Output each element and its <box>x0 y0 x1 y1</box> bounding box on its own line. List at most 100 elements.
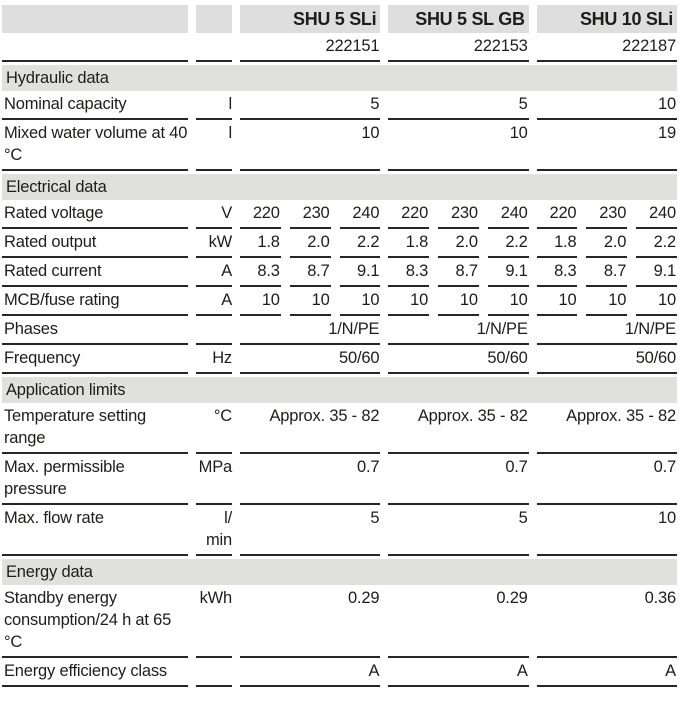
value-cell: 10 <box>240 287 281 316</box>
value-cell: 0.7 <box>536 454 677 505</box>
value-cell: 10 <box>536 505 677 556</box>
article-spacer-label <box>2 33 188 62</box>
row-unit: l <box>196 120 232 171</box>
table-row: Nominal capacity l 5 5 10 <box>2 91 677 120</box>
value-cell: 1/N/PE <box>240 316 381 345</box>
row-label: Temperature setting range <box>2 403 188 454</box>
row-label: Mixed water volume at 40 °C <box>2 120 188 171</box>
value-cell: 1.8 <box>240 229 281 258</box>
table-row: Frequency Hz 50/60 50/60 50/60 <box>2 345 677 374</box>
value-cell: 220 <box>240 200 281 229</box>
value-subgroup: 1.8 2.0 2.2 <box>240 229 381 258</box>
value-cell: 0.36 <box>536 585 677 658</box>
table-row: Temperature setting range °C Approx. 35 … <box>2 403 677 454</box>
row-label: Rated current <box>2 258 188 287</box>
row-unit <box>196 316 232 345</box>
value-cell: Approx. 35 - 82 <box>536 403 677 454</box>
value-cell: A <box>536 658 677 687</box>
value-subgroup: 8.3 8.7 9.1 <box>388 258 529 287</box>
table-row: Max. permissible pressure MPa 0.7 0.7 0.7 <box>2 454 677 505</box>
row-label: Frequency <box>2 345 188 374</box>
value-cell: 19 <box>536 120 677 171</box>
value-cell: 2.2 <box>339 229 381 258</box>
value-subgroup: 8.3 8.7 9.1 <box>536 258 677 287</box>
value-cell: 8.3 <box>388 258 430 287</box>
value-cell: 50/60 <box>536 345 677 374</box>
value-cell: 230 <box>586 200 628 229</box>
product-header-row: SHU 5 SLi SHU 5 SL GB SHU 10 SLi <box>2 5 677 33</box>
row-label: Rated voltage <box>2 200 188 229</box>
value-cell: 50/60 <box>240 345 381 374</box>
value-cell: 8.7 <box>438 258 479 287</box>
section-title: Hydraulic data <box>6 68 109 87</box>
row-unit: A <box>196 287 232 316</box>
value-cell: 10 <box>339 287 381 316</box>
value-subgroup: 10 10 10 <box>536 287 677 316</box>
value-cell: 1.8 <box>536 229 578 258</box>
section-title: Electrical data <box>6 177 107 196</box>
value-subgroup: 220 230 240 <box>240 200 381 229</box>
value-cell: 0.29 <box>240 585 381 658</box>
product-name: SHU 10 SLi <box>536 5 677 33</box>
value-subgroup: 1.8 2.0 2.2 <box>536 229 677 258</box>
row-label: Phases <box>2 316 188 345</box>
value-cell: 220 <box>536 200 578 229</box>
value-cell: 10 <box>586 287 628 316</box>
article-number: 222187 <box>536 33 677 62</box>
product-name: SHU 5 SLi <box>240 5 381 33</box>
value-cell: 0.7 <box>240 454 381 505</box>
value-cell: 10 <box>388 120 529 171</box>
value-cell: 8.7 <box>289 258 331 287</box>
row-label: Max. permissible pressure <box>2 454 188 505</box>
value-cell: 8.7 <box>586 258 628 287</box>
value-cell: 220 <box>388 200 430 229</box>
value-cell: 5 <box>388 505 529 556</box>
value-cell: 240 <box>487 200 529 229</box>
value-cell: 2.0 <box>586 229 628 258</box>
section-title: Energy data <box>6 562 93 581</box>
table-row: Max. flow rate l/ min 5 5 10 <box>2 505 677 556</box>
row-unit: MPa <box>196 454 232 505</box>
value-cell: 240 <box>339 200 381 229</box>
table-row: Rated voltage V 220 230 240 220 230 240 220 230… <box>2 200 677 229</box>
value-cell: 2.0 <box>289 229 331 258</box>
section-band: Electrical data <box>2 174 677 200</box>
section-band: Energy data <box>2 559 677 585</box>
table-row: Rated current A 8.3 8.7 9.1 8.3 8.7 9.1 8.3 8.7… <box>2 258 677 287</box>
value-cell: 10 <box>487 287 529 316</box>
header-spacer-label <box>2 5 188 33</box>
value-cell: 10 <box>636 287 677 316</box>
row-unit: kWh <box>196 585 232 658</box>
value-cell: 230 <box>289 200 331 229</box>
row-unit: Hz <box>196 345 232 374</box>
table-row: Mixed water volume at 40 °C l 10 10 19 <box>2 120 677 171</box>
value-cell: 0.29 <box>388 585 529 658</box>
row-label: Max. flow rate <box>2 505 188 556</box>
article-number: 222153 <box>388 33 529 62</box>
row-unit: l/ min <box>196 505 232 556</box>
value-subgroup: 220 230 240 <box>388 200 529 229</box>
value-cell: 10 <box>438 287 479 316</box>
value-cell: 1/N/PE <box>388 316 529 345</box>
table-row: Phases 1/N/PE 1/N/PE 1/N/PE <box>2 316 677 345</box>
value-subgroup: 10 10 10 <box>240 287 381 316</box>
value-cell: Approx. 35 - 82 <box>388 403 529 454</box>
value-cell: 8.3 <box>240 258 281 287</box>
row-unit: l <box>196 91 232 120</box>
row-label: MCB/fuse rating <box>2 287 188 316</box>
value-subgroup: 10 10 10 <box>388 287 529 316</box>
table-row: Standby energy consumption/24 h at 65 °C… <box>2 585 677 658</box>
value-cell: 50/60 <box>388 345 529 374</box>
value-cell: A <box>240 658 381 687</box>
row-label: Standby energy consumption/24 h at 65 °C <box>2 585 188 658</box>
value-cell: 10 <box>289 287 331 316</box>
value-subgroup: 8.3 8.7 9.1 <box>240 258 381 287</box>
row-label: Energy efficiency class <box>2 658 188 687</box>
section-band: Application limits <box>2 377 677 403</box>
row-unit: A <box>196 258 232 287</box>
section-band: Hydraulic data <box>2 65 677 91</box>
table-body: Hydraulic data Nominal capacity l 5 5 10 M… <box>2 65 677 687</box>
value-cell: 240 <box>636 200 677 229</box>
